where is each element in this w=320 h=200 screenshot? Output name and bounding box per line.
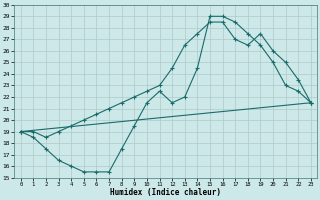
X-axis label: Humidex (Indice chaleur): Humidex (Indice chaleur) [110,188,221,197]
